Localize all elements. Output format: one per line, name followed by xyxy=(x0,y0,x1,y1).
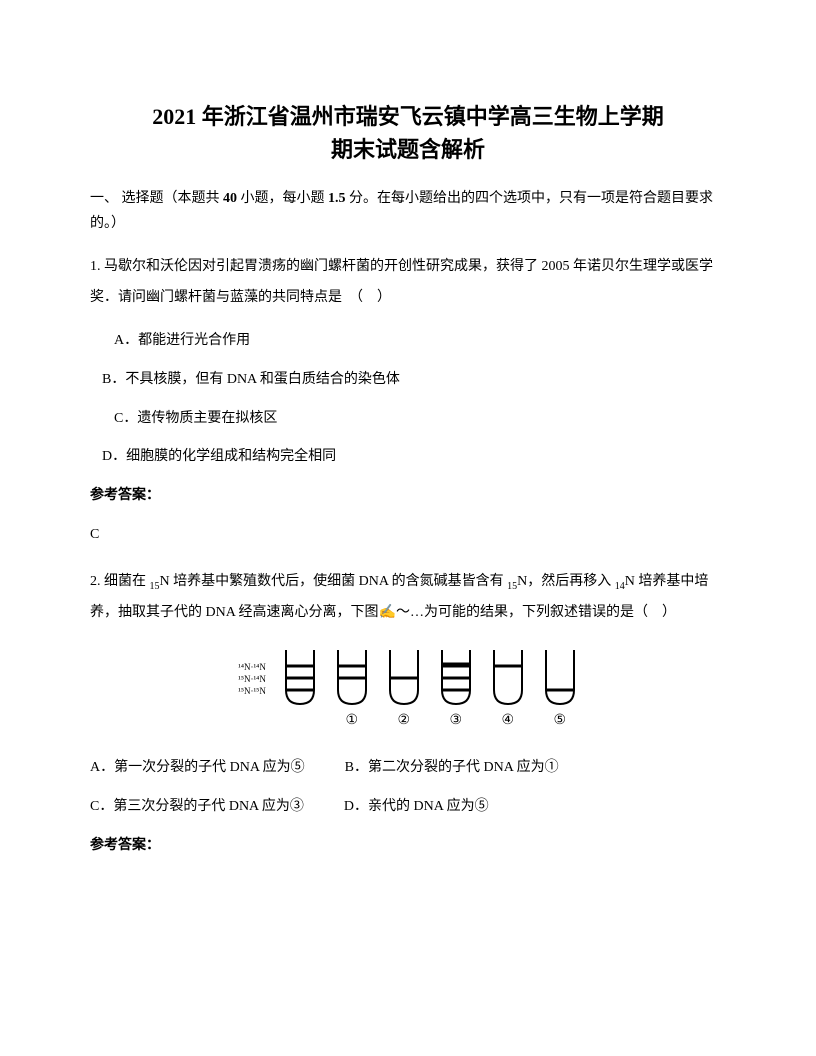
q1-option-d: D．细胞膜的化学组成和结构完全相同 xyxy=(90,442,726,473)
tube-label-5: ⑤ xyxy=(554,712,567,729)
tube-svg-2 xyxy=(386,648,422,708)
tube-4: ④ xyxy=(490,648,526,729)
q2-options-row2: C．第三次分裂的子代 DNA 应为③ D．亲代的 DNA 应为⑤ xyxy=(90,792,726,823)
tube-reference xyxy=(282,648,318,708)
tube-1: ① xyxy=(334,648,370,729)
tube-svg-5 xyxy=(542,648,578,708)
page-title: 2021 年浙江省温州市瑞安飞云镇中学高三生物上学期 期末试题含解析 xyxy=(90,100,726,166)
q2-options-row1: A．第一次分裂的子代 DNA 应为⑤ B．第二次分裂的子代 DNA 应为① xyxy=(90,753,726,784)
centrifuge-diagram: ¹⁴N·¹⁴N ¹⁵N·¹⁴N ¹⁵N·¹⁵N ① ② xyxy=(90,648,726,729)
legend-line1: ¹⁴N·¹⁴N xyxy=(238,662,266,674)
q2-option-c: C．第三次分裂的子代 DNA 应为③ xyxy=(90,792,304,823)
legend-line3: ¹⁵N·¹⁵N xyxy=(238,686,266,698)
q1-option-c: C．遗传物质主要在拟核区 xyxy=(90,404,726,435)
question-2: 2. 细菌在 15N 培养基中繁殖数代后，使细菌 DNA 的含氮碱基皆含有 15… xyxy=(90,567,726,629)
q1-option-b: B．不具核膜，但有 DNA 和蛋白质结合的染色体 xyxy=(90,365,726,396)
tube-3: ③ xyxy=(438,648,474,729)
tube-svg-1 xyxy=(334,648,370,708)
q2-option-a: A．第一次分裂的子代 DNA 应为⑤ xyxy=(90,753,305,784)
tube-2: ② xyxy=(386,648,422,729)
tube-label-1: ① xyxy=(346,712,359,729)
tube-svg-4 xyxy=(490,648,526,708)
q1-answer-label: 参考答案： xyxy=(90,481,726,512)
tube-svg-ref xyxy=(282,648,318,708)
question-1: 1. 马歇尔和沃伦因对引起胃溃疡的幽门螺杆菌的开创性研究成果，获得了 2005 … xyxy=(90,252,726,314)
q2-option-d: D．亲代的 DNA 应为⑤ xyxy=(344,792,489,823)
tube-label-4: ④ xyxy=(502,712,515,729)
legend-line2: ¹⁵N·¹⁴N xyxy=(238,674,266,686)
tube-svg-3 xyxy=(438,648,474,708)
tube-5: ⑤ xyxy=(542,648,578,729)
title-line2: 期末试题含解析 xyxy=(90,133,726,166)
q1-option-a: A．都能进行光合作用 xyxy=(90,326,726,357)
q1-answer: C xyxy=(90,520,726,551)
tube-label-3: ③ xyxy=(450,712,463,729)
q2-answer-label: 参考答案： xyxy=(90,831,726,862)
title-line1: 2021 年浙江省温州市瑞安飞云镇中学高三生物上学期 xyxy=(90,100,726,133)
q2-option-b: B．第二次分裂的子代 DNA 应为① xyxy=(345,753,559,784)
diagram-legend: ¹⁴N·¹⁴N ¹⁵N·¹⁴N ¹⁵N·¹⁵N xyxy=(238,662,266,697)
tube-label-2: ② xyxy=(398,712,411,729)
section-header: 一、 选择题（本题共 40 小题，每小题 1.5 分。在每小题给出的四个选项中，… xyxy=(90,186,726,236)
